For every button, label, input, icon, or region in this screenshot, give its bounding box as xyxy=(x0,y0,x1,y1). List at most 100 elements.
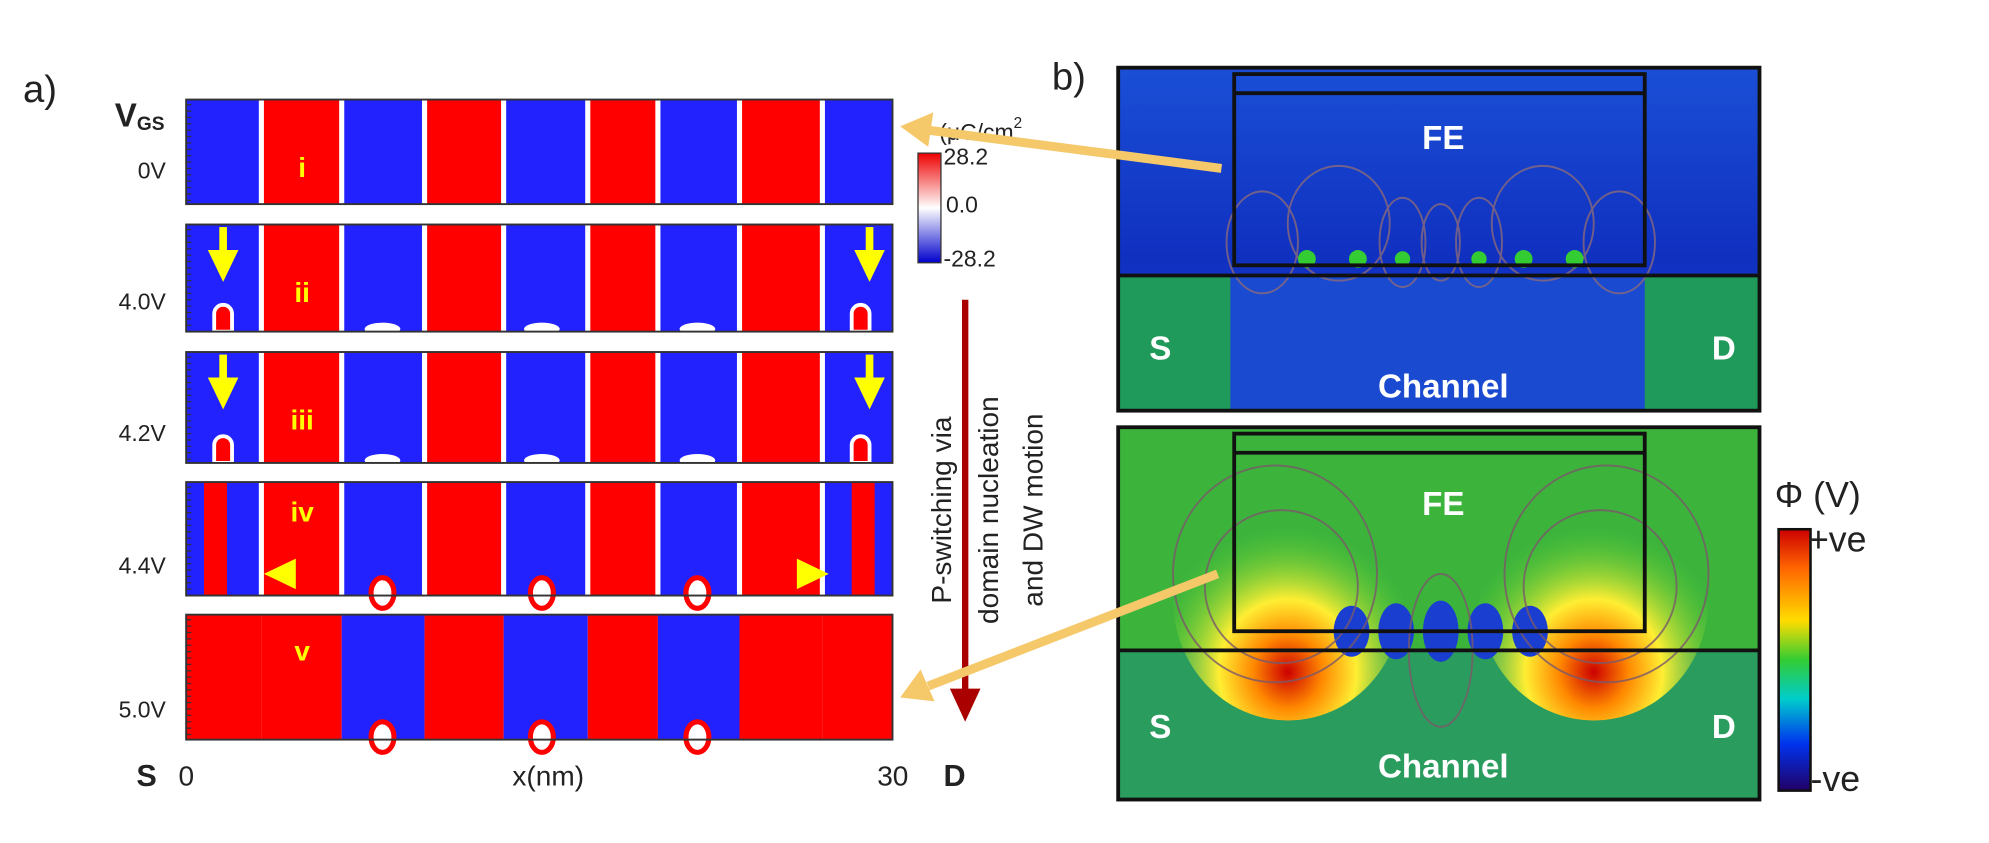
panel-label: a) xyxy=(23,68,57,111)
switch-marker xyxy=(854,377,885,410)
domain xyxy=(822,614,893,740)
domain xyxy=(503,224,588,332)
nucleus xyxy=(524,454,560,467)
domain-wall xyxy=(655,224,661,332)
source-label: S xyxy=(1149,330,1171,367)
link-arrows xyxy=(926,125,1223,691)
domain-wall xyxy=(655,352,661,463)
domain-wall xyxy=(655,99,661,205)
domain-wall xyxy=(655,482,661,596)
drain-label: D xyxy=(1712,330,1736,367)
domain-wall xyxy=(339,224,345,332)
domain xyxy=(424,99,504,205)
nucleus xyxy=(683,575,712,611)
domain xyxy=(503,352,588,463)
domain-wall xyxy=(819,99,825,205)
domain-wall xyxy=(501,482,507,596)
phi-colorbar: Φ (V) +ve -ve xyxy=(1775,475,1867,799)
strip-frame xyxy=(185,223,894,333)
channel-label: Channel xyxy=(1378,369,1509,406)
nucleus xyxy=(364,454,401,467)
domain-wall xyxy=(258,482,264,596)
switch-arrow xyxy=(949,299,981,722)
domain-wall xyxy=(501,224,507,332)
arrow-text: P-switching via domain nucleation and DW… xyxy=(926,396,1049,624)
arrow-text-line: P-switching via xyxy=(926,416,957,603)
domain-wall xyxy=(819,482,825,596)
domain xyxy=(822,99,893,205)
domain xyxy=(657,99,740,205)
domain xyxy=(739,614,823,740)
domain xyxy=(341,224,425,332)
switch-marker xyxy=(796,558,829,590)
colorbar-max: +ve xyxy=(1808,519,1867,559)
domain-wall xyxy=(258,99,264,205)
domain-wall xyxy=(585,482,591,596)
voltage-label: 4.0V xyxy=(119,289,167,315)
domain xyxy=(341,614,425,740)
domain xyxy=(587,99,658,205)
domain xyxy=(587,482,658,596)
voltage-label: 5.0V xyxy=(119,697,167,723)
domain-wall xyxy=(422,482,428,596)
colorbar-title: Φ (V) xyxy=(1775,475,1861,515)
domain xyxy=(424,224,504,332)
domain-wall xyxy=(736,224,743,332)
colorbar-min: -ve xyxy=(1811,759,1861,799)
domain-wall xyxy=(585,352,591,463)
domain xyxy=(261,352,342,463)
domain xyxy=(503,99,588,205)
voltage-label: 0V xyxy=(138,157,167,183)
domain-wall xyxy=(736,352,743,463)
domain-wall xyxy=(501,99,507,205)
domain-wall xyxy=(585,99,591,205)
domain xyxy=(341,352,425,463)
nucleus xyxy=(524,322,560,336)
domain xyxy=(424,614,504,740)
domain-wall xyxy=(258,352,264,463)
polarization-strips: 0V i 4.0V ii 4.2V iii 4.4V iv 5.0V v xyxy=(119,98,894,755)
domain xyxy=(341,99,425,205)
domain xyxy=(657,224,740,332)
domain xyxy=(204,482,227,596)
fe-label: FE xyxy=(1422,120,1464,157)
arrow-text-line: domain nucleation xyxy=(973,396,1004,624)
domain-wall xyxy=(339,99,345,205)
domain xyxy=(424,482,504,596)
nucleus xyxy=(679,454,716,467)
row-tag: v xyxy=(294,635,310,666)
drain-label: D xyxy=(1712,709,1736,746)
fe-label: FE xyxy=(1422,486,1464,523)
domain-wall xyxy=(339,352,345,463)
voltage-label: 4.4V xyxy=(119,553,167,579)
domain xyxy=(851,482,875,596)
domain xyxy=(587,224,658,332)
colorbar-tick: 28.2 xyxy=(944,143,989,169)
domain xyxy=(739,352,823,463)
nucleus xyxy=(679,322,716,336)
vgs-label: VGS xyxy=(115,97,165,135)
domain-wall xyxy=(819,224,825,332)
row-tag: ii xyxy=(294,277,310,308)
axis-source: S xyxy=(136,759,156,793)
axis-drain: D xyxy=(944,759,966,793)
domain xyxy=(424,352,504,463)
nucleus xyxy=(368,719,397,755)
potential-bottom: FE S D Channel xyxy=(1116,425,1762,802)
domain-wall xyxy=(258,224,264,332)
domain-wall xyxy=(422,99,428,205)
switch-marker xyxy=(854,250,885,282)
domain xyxy=(739,224,823,332)
domain-wall xyxy=(585,224,591,332)
domain-wall xyxy=(501,352,507,463)
domain-wall xyxy=(819,352,825,463)
row-tag: iv xyxy=(290,496,314,527)
switch-marker xyxy=(207,377,239,410)
switch-marker xyxy=(263,558,296,590)
domain xyxy=(657,352,740,463)
domain xyxy=(261,99,342,205)
axis-end: 30 xyxy=(877,760,908,791)
colorbar-tick: -28.2 xyxy=(944,245,996,271)
nucleus xyxy=(212,302,234,334)
